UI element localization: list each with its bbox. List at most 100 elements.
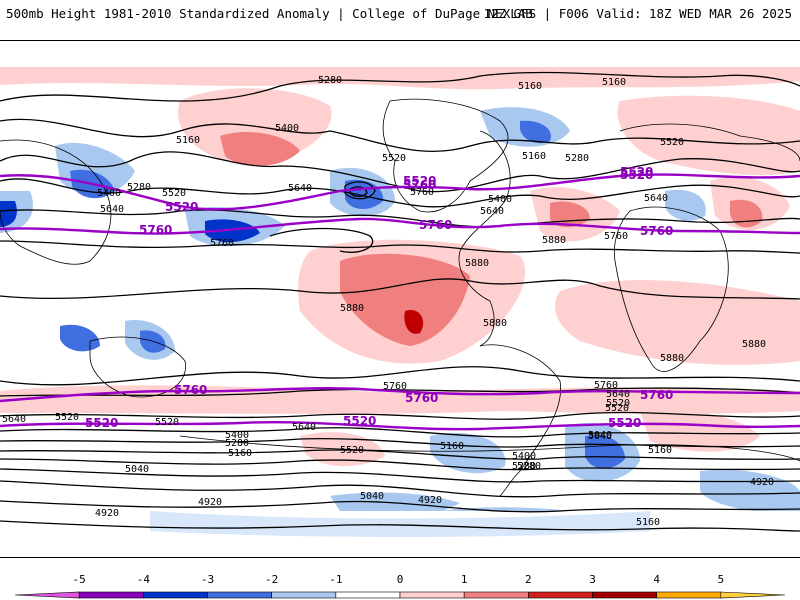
coastlines [0, 98, 800, 497]
contour-label: 5880 [542, 235, 566, 246]
colorbar-swatch [656, 591, 722, 599]
contour-label: 5760 [410, 187, 434, 198]
contour-label: 5160 [518, 81, 542, 92]
highlight-label: 5520 [403, 174, 436, 188]
contour-label: 5520 [605, 403, 629, 414]
model-valid-time: 12Z GFS | F006 Valid: 18Z WED MAR 26 202… [483, 6, 792, 21]
anomaly-shading [0, 67, 800, 557]
contour-label: 5160 [648, 445, 672, 456]
contour-label: 5040 [588, 430, 612, 441]
highlight-label: 5520 [85, 416, 118, 430]
colorbar-tick-label: -4 [137, 573, 151, 586]
contour-label: 5400 [97, 188, 121, 199]
contour-label: 5760 [594, 380, 618, 391]
contour-label: 5280 [512, 461, 536, 472]
contour-label: 5520 [155, 417, 179, 428]
contour-label: 5520 [162, 188, 186, 199]
contour-label: 5640 [292, 422, 316, 433]
highlight-contour-labels: 5520 5520 5760 5760 5520 5760 5760 5760 … [85, 165, 673, 430]
contour-label: 5520 [606, 398, 630, 409]
colorbar-tick-label: 3 [589, 573, 596, 586]
contour-label: 5640 [644, 193, 668, 204]
contour-label: 5760 [604, 231, 628, 242]
map-panel: 5280 5160 5400 5160 5520 5160 5280 5520 … [0, 40, 800, 558]
contour-label: 5280 [127, 182, 151, 193]
highlight-label: 5760 [405, 391, 438, 405]
contour-label: 5520 [340, 445, 364, 456]
contour-label: 5760 [210, 238, 234, 249]
colorbar-swatches [14, 591, 786, 599]
contour-label: 5160 [636, 517, 660, 528]
colorbar-swatch [207, 591, 272, 599]
contour-label: 5040 [588, 431, 612, 442]
map-title: 500mb Height 1981-2010 Standardized Anom… [6, 6, 533, 21]
contour-label: 5640 [606, 389, 630, 400]
colorbar-swatch [14, 591, 80, 599]
colorbar-swatch [592, 591, 657, 599]
colorbar-swatch [720, 591, 786, 599]
contour-label: 5160 [602, 77, 626, 88]
colorbar-tick-label: 1 [461, 573, 468, 586]
contour-label: 5760 [383, 381, 407, 392]
colorbar-tick-label: 4 [653, 573, 660, 586]
contour-label: 5640 [100, 204, 124, 215]
contour-label: 5160 [440, 441, 464, 452]
contour-label: 5400 [225, 430, 249, 441]
anomaly-map: 5280 5160 5400 5160 5520 5160 5280 5520 … [0, 67, 800, 557]
contour-label: 5160 [228, 448, 252, 459]
colorbar-swatch [143, 591, 208, 599]
contour-label: 5160 [522, 151, 546, 162]
contour-label: 5400 [488, 194, 512, 205]
colorbar-tick-label: 0 [397, 573, 404, 586]
colorbar-tick-label: -1 [329, 573, 342, 586]
contour-label: 5040 [125, 464, 149, 475]
highlight-label: 5520 [343, 414, 376, 428]
highlight-label: 5760 [174, 383, 207, 397]
contour-label: 5880 [483, 318, 507, 329]
height-contours [0, 71, 800, 532]
highlight-label: 5760 [403, 178, 436, 192]
highlight-label: 5760 [640, 224, 673, 238]
contour-label: 5880 [742, 339, 766, 350]
colorbar-swatch [335, 591, 401, 599]
contour-label: 5640 [480, 206, 504, 217]
colorbar-tick-label: -2 [265, 573, 278, 586]
contour-label: 5400 [512, 451, 536, 462]
contour-labels: 5280 5160 5400 5160 5520 5160 5280 5520 … [2, 75, 774, 528]
colorbar-tick-label: 5 [718, 573, 725, 586]
highlight-label: 5520 [608, 416, 641, 430]
contour-label: 5640 [288, 183, 312, 194]
highlight-label: 5520 [620, 168, 653, 182]
highlight-label: 5520 [165, 200, 198, 214]
colorbar-ticks: -5 -4 -3 -2 -1 0 1 2 3 4 5 [73, 573, 725, 586]
colorbar-swatch [271, 591, 337, 599]
contour-label: 5520 [660, 137, 684, 148]
colorbar-swatch [78, 591, 144, 599]
contour-label: 4920 [198, 497, 222, 508]
contour-label: 5160 [176, 135, 200, 146]
contour-label: 5520 [55, 412, 79, 423]
colorbar-swatch [528, 591, 593, 599]
highlight-label: 5760 [139, 223, 172, 237]
contour-label: 5280 [565, 153, 589, 164]
contour-label: 5640 [2, 414, 26, 425]
contour-label: 5280 [517, 461, 541, 472]
contour-label: 5880 [660, 353, 684, 364]
highlight-contours [0, 173, 800, 431]
contour-label: 4920 [750, 477, 774, 488]
colorbar-tick-label: 2 [525, 573, 532, 586]
contour-label: 5040 [360, 491, 384, 502]
colorbar-tick-label: -5 [73, 573, 86, 586]
contour-label: 5880 [340, 303, 364, 314]
anomaly-colorbar: -5 -4 -3 -2 -1 0 1 2 3 4 5 [14, 573, 786, 599]
contour-label: 5280 [318, 75, 342, 86]
highlight-label: 5760 [419, 218, 452, 232]
contour-label: 5280 [225, 438, 249, 449]
colorbar-tick-label: -3 [201, 573, 214, 586]
highlight-label: 5520 [620, 165, 653, 179]
colorbar-swatch [399, 591, 465, 599]
contour-label: 4920 [418, 495, 442, 506]
contour-label: 5520 [382, 153, 406, 164]
contour-label: 5400 [275, 123, 299, 134]
contour-label: 4920 [95, 508, 119, 519]
